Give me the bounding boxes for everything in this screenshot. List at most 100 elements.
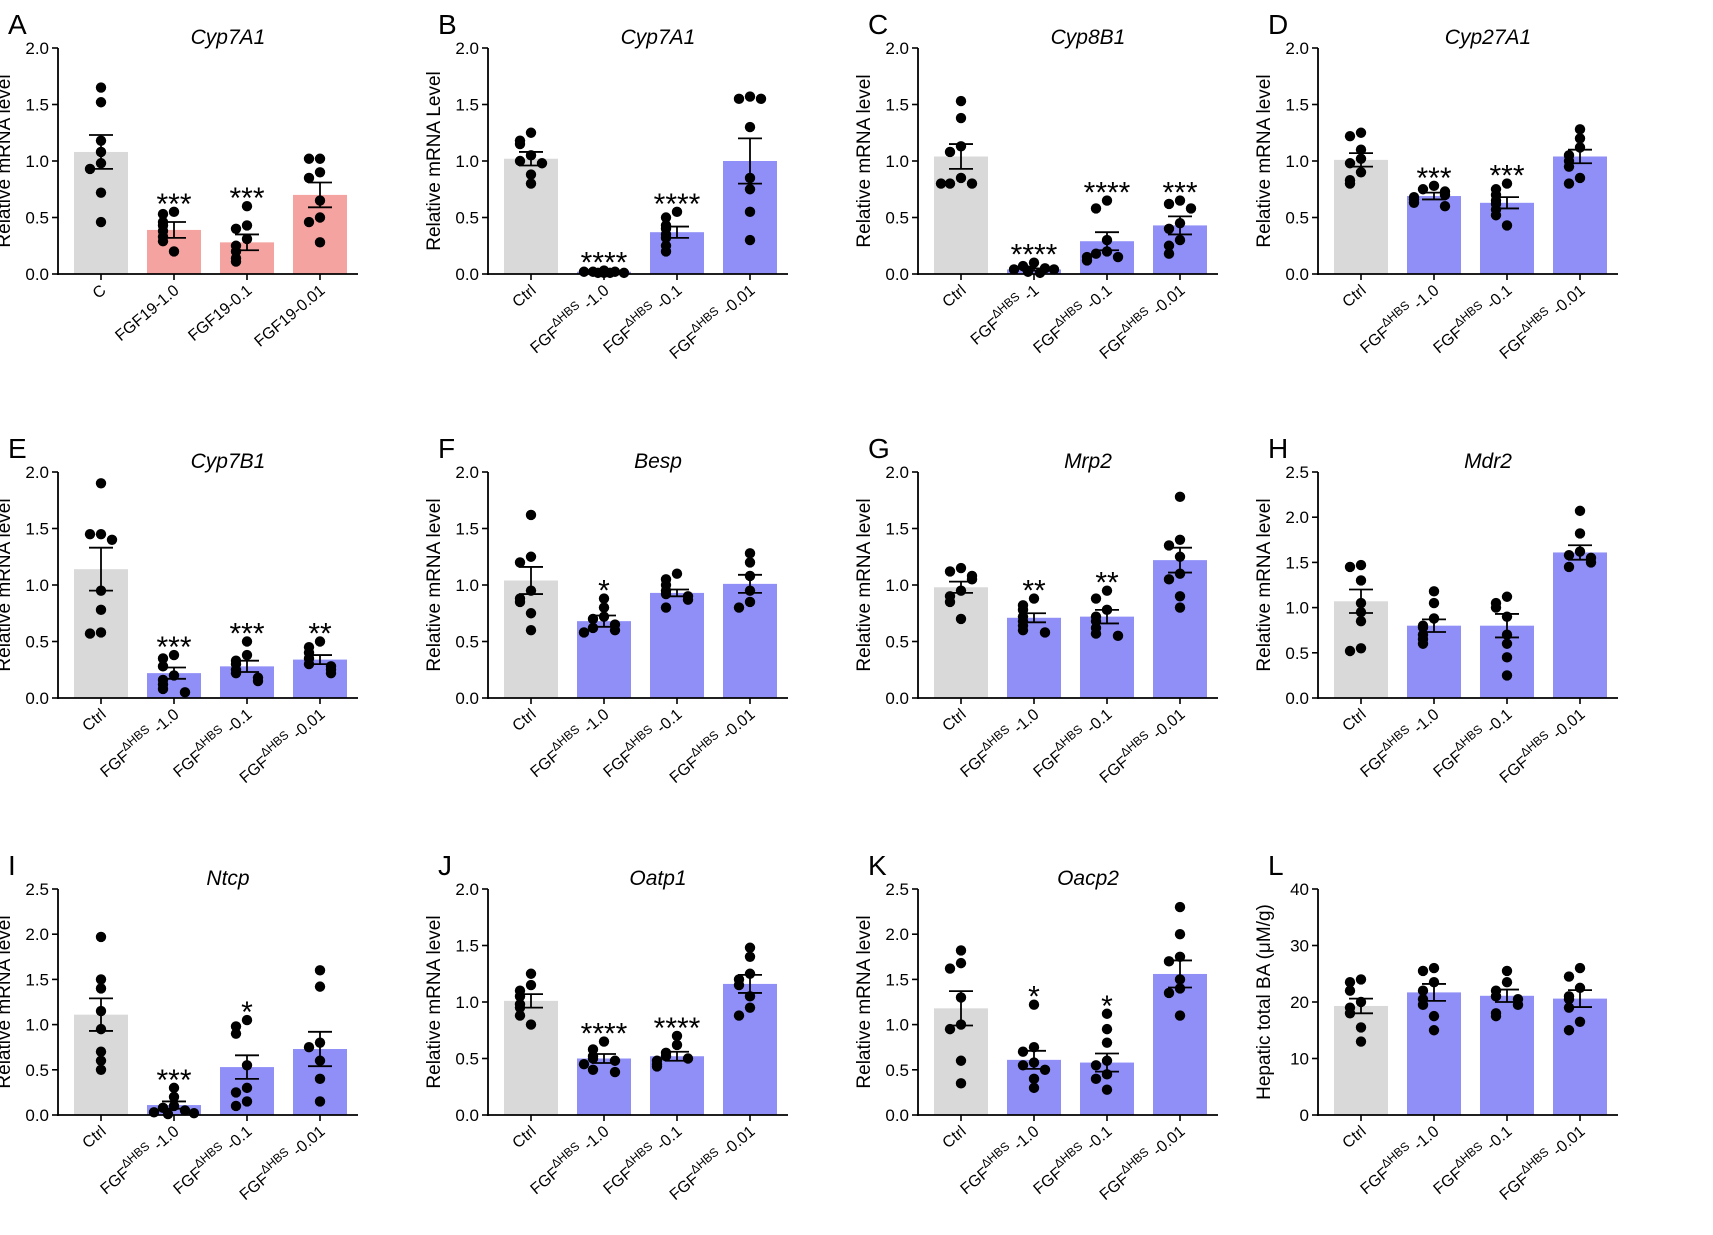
y-tick-label: 2.0 [455, 39, 479, 58]
data-point [1428, 962, 1440, 974]
data-point [618, 267, 630, 279]
panel-g: G Mrp2 Relative mRNA level 0.0 0.5 1.0 1.5 2.0 *… [854, 433, 1218, 787]
data-point [1008, 264, 1020, 275]
chart-title: Ntcp [206, 867, 249, 890]
category-suffix: -1.0 [577, 706, 613, 740]
data-point [84, 628, 96, 639]
data-point [1501, 591, 1513, 602]
data-point [95, 187, 107, 198]
y-tick-label: 1.0 [885, 152, 909, 171]
category-suffix: -0.1 [220, 1123, 256, 1157]
y-tick-label: 1.0 [455, 152, 479, 171]
data-point [1174, 983, 1186, 994]
y-axis-label: Hepatic total BA (μM/g) [1254, 904, 1275, 1100]
data-point [955, 95, 967, 107]
data-point [314, 965, 326, 976]
data-point [1574, 505, 1586, 517]
data-point [1574, 1016, 1586, 1027]
data-point [525, 169, 537, 180]
data-point [303, 216, 315, 228]
bar [74, 151, 128, 274]
data-point [168, 1082, 180, 1094]
data-point [1028, 593, 1040, 604]
y-tick-label: 1.5 [1285, 553, 1309, 572]
x-tick-label: FGF19-0.1 [185, 282, 255, 345]
y-axis-label: Relative mRNA level [1254, 498, 1275, 671]
y-tick-label: 2.0 [885, 463, 909, 482]
panel-d: D Cyp27A1 Relative mRNA level 0.0 0.5 1.0 1.5 2… [1254, 9, 1618, 363]
category-suffix: -1.0 [1407, 1123, 1443, 1157]
data-point [587, 1053, 599, 1064]
x-tick-label: Ctrl [80, 1123, 110, 1152]
data-point [578, 1058, 590, 1070]
data-point [162, 1108, 174, 1120]
data-point [1101, 1023, 1113, 1035]
data-point [1501, 178, 1513, 189]
panel-e: E Cyp7B1 Relative mRNA level 0.0 0.5 1.0 1.5 2.… [0, 433, 358, 787]
category-suffix: -1.0 [577, 1123, 613, 1157]
bar [1407, 196, 1461, 274]
y-tick-label: 1.0 [25, 576, 49, 595]
data-point [95, 983, 107, 994]
category-name: Ctrl [1340, 282, 1370, 311]
category-suffix: -0.1 [1080, 706, 1116, 740]
y-tick-label: 2.0 [455, 463, 479, 482]
category-suffix: -0.1 [1080, 1123, 1116, 1157]
category-suffix: -0.1 [650, 282, 686, 316]
y-tick-label: 1.0 [25, 1016, 49, 1035]
y-tick-label: 1.5 [455, 937, 479, 956]
data-point [744, 91, 756, 102]
data-point [1112, 630, 1124, 642]
data-point [1039, 1064, 1051, 1076]
x-tick-label: Ctrl [940, 282, 970, 311]
category-name: FGF19-1.0 [112, 282, 182, 345]
data-point [966, 574, 978, 585]
data-point [1101, 1008, 1113, 1019]
data-point [955, 562, 967, 574]
data-point [1174, 568, 1186, 579]
category-suffix: -0.01 [286, 1123, 328, 1162]
data-point [241, 636, 253, 647]
panel-letter: J [438, 850, 452, 881]
data-point [744, 206, 756, 218]
data-point [1017, 1060, 1029, 1071]
y-tick-label: 2.5 [25, 880, 49, 899]
data-point [1174, 591, 1186, 602]
data-point [1417, 985, 1429, 996]
category-suffix: -0.01 [286, 706, 328, 745]
data-point [230, 256, 242, 267]
data-point [1344, 130, 1356, 142]
data-point [314, 153, 326, 164]
data-point [944, 146, 956, 158]
data-point [1101, 195, 1113, 206]
data-point [744, 968, 756, 979]
x-tick-label: FGF19-1.0 [112, 282, 182, 345]
x-tick-label: FGFΔHBS -1.0 [94, 701, 183, 781]
data-point [1081, 255, 1093, 266]
data-point [682, 1053, 694, 1064]
y-tick-label: 2.0 [1285, 39, 1309, 58]
y-tick-label: 1.5 [25, 970, 49, 989]
category-name: Ctrl [1340, 1123, 1370, 1152]
data-point [1174, 1010, 1186, 1021]
data-point [241, 220, 253, 231]
bar [650, 592, 704, 698]
data-point [1163, 240, 1175, 251]
data-point [744, 234, 756, 246]
bar [504, 580, 558, 698]
data-point [955, 613, 967, 625]
y-axis-label: Relative mRNA level [424, 498, 445, 671]
data-point [230, 1021, 242, 1032]
y-axis-label: Relative mRNA level [854, 498, 875, 671]
data-point [1417, 638, 1429, 649]
data-point [1174, 534, 1186, 545]
data-point [587, 622, 599, 634]
data-point [1028, 257, 1040, 268]
data-point [598, 1036, 610, 1047]
panel-letter: K [868, 850, 887, 881]
panel-letter: I [8, 850, 16, 881]
bar [1007, 617, 1061, 698]
data-point [1163, 198, 1175, 210]
data-point [944, 178, 956, 189]
data-point [1101, 1084, 1113, 1095]
